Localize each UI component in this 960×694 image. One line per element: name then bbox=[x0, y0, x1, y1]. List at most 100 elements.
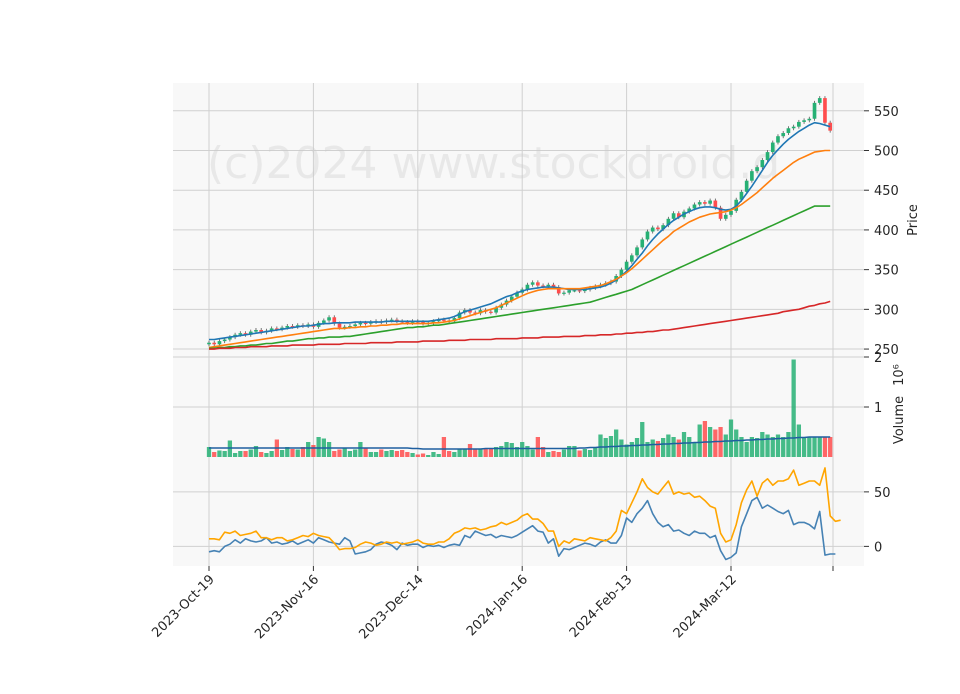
volume-bar bbox=[457, 449, 462, 457]
candle-body bbox=[259, 329, 264, 333]
price-y-tick-label: 450 bbox=[874, 184, 899, 199]
candle-body bbox=[275, 328, 279, 330]
volume-bar bbox=[238, 451, 243, 457]
candle-body bbox=[687, 208, 692, 212]
candle-body bbox=[619, 269, 624, 276]
volume-bar bbox=[259, 452, 264, 457]
ma-slow-line bbox=[209, 205, 831, 350]
candle-body bbox=[222, 339, 227, 342]
volume-bar bbox=[332, 451, 337, 457]
oscillator-line-a bbox=[208, 496, 836, 561]
volume-bar bbox=[687, 437, 692, 457]
volume-bar bbox=[666, 434, 671, 457]
candle-body bbox=[358, 322, 363, 325]
volume-y-tick-label: 2 bbox=[874, 351, 882, 366]
candle-body bbox=[228, 337, 232, 340]
volume-bar bbox=[264, 453, 269, 457]
volume-bar bbox=[572, 446, 577, 457]
volume-bar bbox=[660, 438, 666, 457]
candle-body bbox=[624, 261, 629, 270]
volume-ma-line bbox=[209, 436, 831, 450]
volume-bar bbox=[493, 447, 499, 457]
volume-bar bbox=[577, 450, 582, 457]
volume-bar bbox=[754, 438, 760, 457]
candle-body bbox=[405, 322, 410, 324]
candle-body bbox=[661, 225, 665, 230]
volume-bar bbox=[446, 451, 452, 457]
ma-mid-line bbox=[208, 149, 831, 349]
volume-bar bbox=[614, 429, 619, 457]
volume-bar bbox=[739, 437, 744, 457]
volume-axis-exponent: 10⁶ bbox=[892, 364, 907, 386]
grid-layer bbox=[173, 83, 864, 566]
volume-bar bbox=[598, 434, 603, 457]
candle-body bbox=[556, 287, 561, 294]
volume-bar bbox=[488, 449, 494, 457]
line-layer bbox=[208, 121, 841, 561]
candle-body bbox=[629, 255, 634, 262]
volume-bar bbox=[232, 453, 238, 457]
candle-body bbox=[238, 333, 243, 335]
volume-bar bbox=[290, 449, 295, 457]
price-y-tick-label: 250 bbox=[874, 343, 899, 358]
candle-body bbox=[363, 322, 368, 325]
volume-bar bbox=[817, 437, 822, 457]
volume-bar bbox=[311, 445, 316, 457]
candle-body bbox=[567, 290, 572, 293]
volume-bar bbox=[483, 448, 488, 457]
volume-bar bbox=[640, 422, 645, 457]
candle-body bbox=[473, 312, 478, 314]
volume-bar bbox=[770, 437, 775, 457]
volume-bar bbox=[441, 437, 447, 457]
candle-body bbox=[285, 326, 290, 328]
x-tick-label: 2024-Feb-13 bbox=[567, 572, 636, 641]
volume-bar bbox=[567, 446, 572, 457]
candle-body bbox=[739, 191, 744, 200]
volume-bar bbox=[306, 442, 311, 457]
volume-bar bbox=[295, 449, 300, 457]
candle-body bbox=[562, 292, 566, 294]
x-tick-label: 2024-Jan-16 bbox=[464, 572, 531, 639]
candle-body bbox=[546, 284, 551, 287]
ma-long-line bbox=[209, 300, 831, 350]
volume-bar bbox=[744, 442, 749, 457]
candle-body bbox=[791, 126, 796, 129]
volume-bar bbox=[807, 437, 812, 457]
volume-bar bbox=[525, 446, 530, 457]
volume-bar bbox=[420, 453, 426, 457]
candle-body bbox=[760, 160, 765, 168]
candle-body bbox=[708, 200, 712, 204]
candle-body bbox=[635, 247, 639, 256]
candle-body bbox=[744, 180, 749, 192]
volume-bar bbox=[796, 424, 802, 457]
candle-body bbox=[322, 320, 326, 323]
volume-bar bbox=[342, 447, 347, 457]
candle-body bbox=[269, 328, 274, 331]
candle-body bbox=[807, 118, 812, 121]
volume-bar bbox=[300, 447, 306, 457]
candle-body bbox=[786, 128, 791, 134]
candle-body bbox=[703, 202, 707, 204]
volume-bar bbox=[530, 449, 535, 457]
candle-body bbox=[645, 231, 650, 240]
candle-body bbox=[676, 213, 681, 218]
volume-bar bbox=[394, 451, 400, 457]
volume-bar bbox=[765, 434, 770, 457]
volume-bar bbox=[822, 437, 828, 457]
price-y-tick-label: 400 bbox=[874, 224, 899, 239]
candle-body bbox=[509, 296, 514, 301]
volume-bar bbox=[629, 442, 634, 457]
candle-body bbox=[248, 331, 253, 335]
candle-body bbox=[353, 324, 357, 327]
candle-body bbox=[692, 204, 697, 209]
candle-body bbox=[755, 167, 759, 172]
candle-body bbox=[572, 290, 577, 292]
volume-bar bbox=[410, 453, 415, 457]
x-tick-label: 2023-Oct-19 bbox=[149, 572, 217, 640]
candle-body bbox=[765, 152, 770, 161]
volume-bar bbox=[431, 452, 436, 457]
volume-bar bbox=[619, 439, 624, 457]
oscillator-y-tick-label: 50 bbox=[874, 486, 891, 501]
candle-body bbox=[650, 227, 655, 232]
